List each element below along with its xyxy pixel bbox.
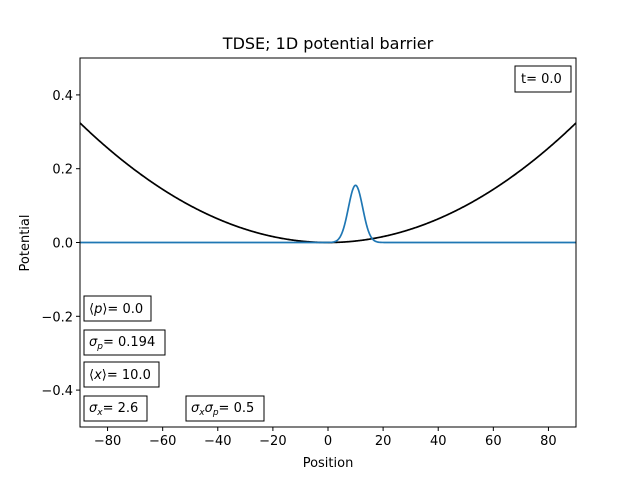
y-tick-label: 0.4 [52,89,73,104]
sigma-p-box [83,329,166,356]
sigma-x-text: σx= 2.6 [89,401,138,418]
time-annotation-text: t= 0.0 [521,72,562,87]
uncertainty-product-box [185,395,265,422]
series-layer [80,122,576,244]
x-axis-ticks: −80 −60 −40 −20 0 20 40 60 80 [94,427,557,449]
x-tick-label: 60 [485,434,502,449]
mean-momentum-annotation: ⟨p⟩= 0.0 [83,295,152,322]
x-tick-label: 0 [324,434,332,449]
mean-position-annotation: ⟨x⟩= 10.0 [83,361,160,388]
x-axis-label: Position [303,456,354,471]
x-tick-label: 80 [540,434,557,449]
y-axis-ticks: 0.4 0.2 0.0 −0.2 −0.4 [41,89,80,399]
wavepacket-curve [80,184,576,244]
time-annotation: t= 0.0 [514,65,572,93]
time-annotation-box [514,65,572,93]
sigma-p-annotation: σp= 0.194 [83,329,166,356]
y-axis-label: Potential [18,215,33,272]
y-tick-label: −0.2 [41,310,73,325]
x-tick-label: 40 [430,434,447,449]
x-tick-label: −80 [94,434,121,449]
mean-position-text: ⟨x⟩= 10.0 [89,368,151,383]
sigma-x-annotation: σx= 2.6 [83,395,148,422]
sigma-p-text: σp= 0.194 [89,335,155,352]
mean-momentum-text: ⟨p⟩= 0.0 [89,302,143,317]
chart-title: TDSE; 1D potential barrier [222,34,434,53]
x-tick-label: 20 [375,434,392,449]
x-tick-label: −20 [259,434,286,449]
sigma-x-box [83,395,148,422]
mean-position-box [83,361,160,388]
y-tick-label: −0.4 [41,384,73,399]
uncertainty-product-text: σxσp= 0.5 [191,401,254,418]
mean-momentum-box [83,295,152,322]
y-tick-label: 0.2 [52,163,73,178]
x-tick-label: −60 [149,434,176,449]
uncertainty-product-annotation: σxσp= 0.5 [185,395,265,422]
x-tick-label: −40 [204,434,231,449]
y-tick-label: 0.0 [52,237,73,252]
